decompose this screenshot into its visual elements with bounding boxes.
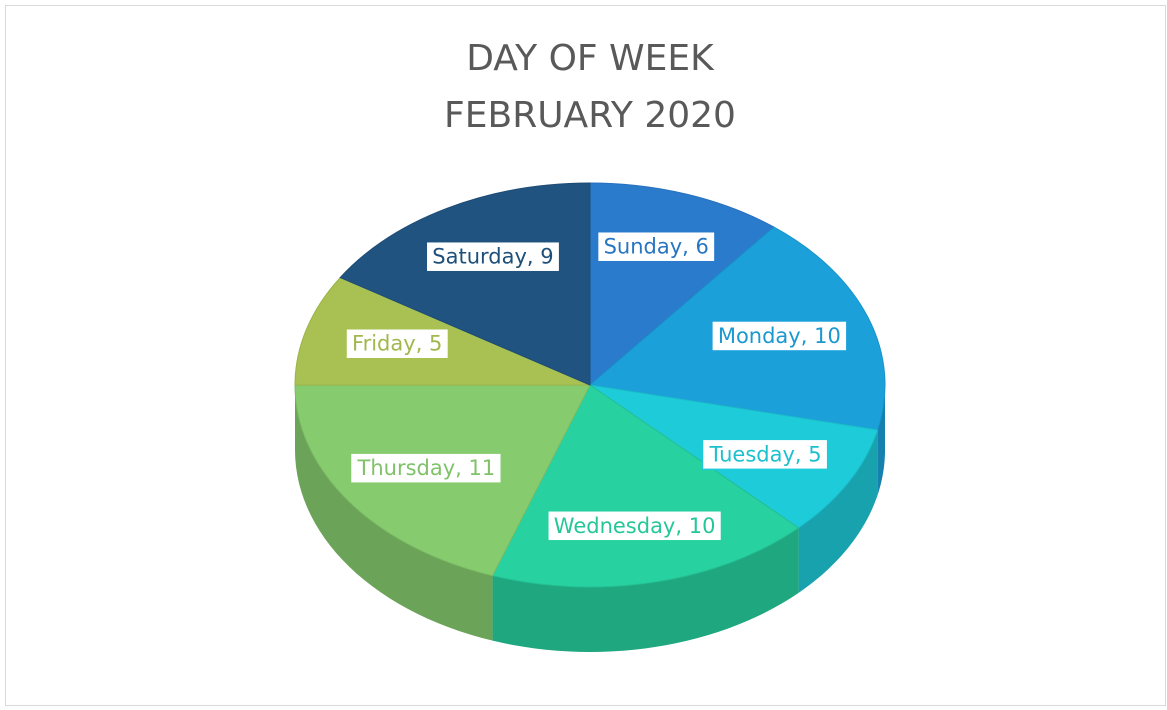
- data-label: Saturday, 9: [425, 240, 561, 273]
- label-separator: ,: [682, 235, 695, 259]
- data-label-text: Wednesday, 10: [554, 514, 716, 538]
- label-value: 5: [808, 442, 821, 466]
- data-label-text: Friday, 5: [352, 332, 442, 356]
- data-label: Friday, 5: [345, 327, 450, 360]
- label-category: Friday: [352, 332, 416, 356]
- data-label: Sunday, 6: [596, 230, 716, 263]
- label-value: 10: [814, 324, 841, 348]
- data-label-text: Tuesday, 5: [708, 442, 821, 466]
- label-value: 10: [689, 514, 716, 538]
- slice-wall: [877, 385, 885, 495]
- data-label-box: [349, 452, 503, 484]
- label-value: 9: [540, 245, 553, 269]
- chart-title: DAY OF WEEK: [466, 38, 715, 79]
- label-value: 6: [696, 235, 709, 259]
- label-category: Sunday: [604, 235, 683, 259]
- data-label-box: [701, 438, 829, 471]
- data-label-box: [547, 510, 723, 542]
- label-separator: ,: [527, 245, 540, 269]
- label-separator: ,: [795, 442, 808, 466]
- data-label: Monday, 10: [711, 320, 848, 352]
- data-label-box: [596, 230, 716, 263]
- data-label-text: Saturday, 9: [432, 245, 553, 269]
- label-category: Saturday: [432, 245, 527, 269]
- label-separator: ,: [416, 332, 429, 356]
- label-category: Monday: [718, 324, 801, 348]
- data-label-text: Thursday, 11: [357, 456, 496, 480]
- labels: Sunday, 6 Monday, 10 Tuesday, 5 Wednesday, …: [345, 230, 848, 542]
- slice-wall: [492, 527, 799, 652]
- label-separator: ,: [801, 324, 814, 348]
- data-label: Wednesday, 10: [547, 510, 723, 542]
- label-category: Thursday: [357, 456, 456, 480]
- label-separator: ,: [675, 514, 688, 538]
- label-separator: ,: [455, 456, 468, 480]
- data-label: Thursday, 11: [349, 452, 503, 484]
- data-label-box: [711, 320, 848, 352]
- data-label-text: Monday, 10: [718, 324, 841, 348]
- chart-title: FEBRUARY 2020: [444, 95, 736, 136]
- slice: [339, 182, 591, 386]
- label-value: 5: [429, 332, 442, 356]
- slice-wall: [295, 385, 493, 641]
- label-category: Tuesday: [708, 442, 794, 466]
- data-label-text: Sunday, 6: [604, 235, 709, 259]
- label-value: 11: [469, 456, 496, 480]
- data-label-box: [345, 327, 450, 360]
- data-label-box: [425, 240, 561, 273]
- data-label: Tuesday, 5: [701, 438, 829, 471]
- label-category: Wednesday: [554, 514, 676, 538]
